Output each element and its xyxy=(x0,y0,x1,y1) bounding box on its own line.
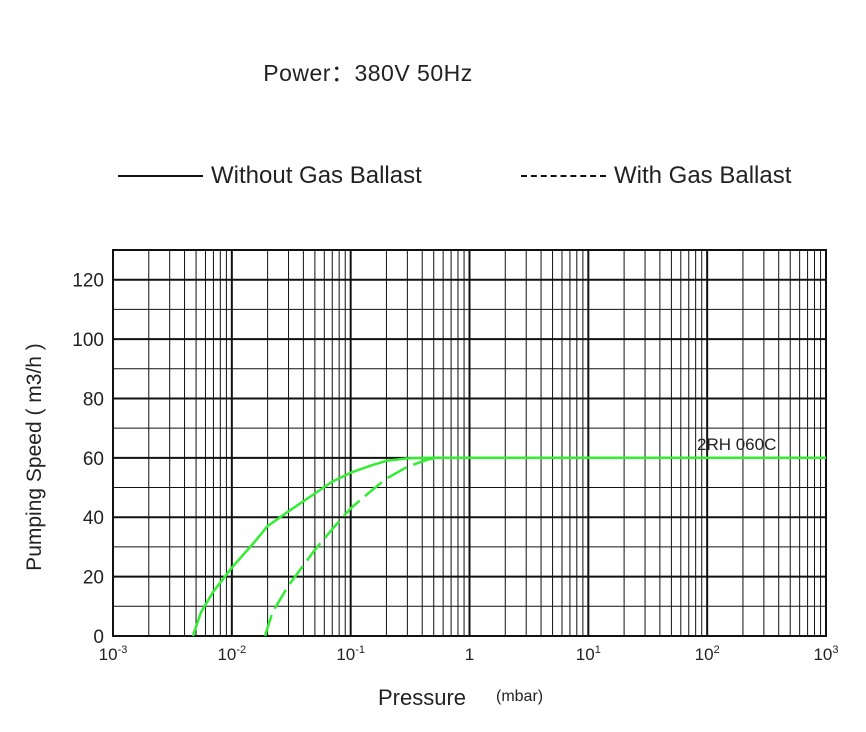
x-tick-label: 10-2 xyxy=(217,644,246,664)
chart-tick-labels: 0 20 40 60 80 100 120 10-3 10-2 10-1 1 101 102 103 xyxy=(72,271,838,664)
x-tick-label: 10-1 xyxy=(336,644,365,664)
y-tick-label: 40 xyxy=(83,508,104,529)
legend-solid-line-swatch xyxy=(118,175,203,177)
series-line-with-gas-ballast xyxy=(263,456,826,637)
model-annotation: 2RH 060C xyxy=(697,435,776,454)
legend-label-without-gas-ballast: Without Gas Ballast xyxy=(211,162,422,189)
x-tick-label: 1 xyxy=(465,645,474,664)
x-axis-unit: (mbar) xyxy=(496,688,543,705)
x-tick-label: 103 xyxy=(813,644,838,664)
chart-title: Power：380V 50Hz xyxy=(263,60,473,86)
y-tick-label: 20 xyxy=(83,568,104,589)
x-tick-label: 10-3 xyxy=(99,644,128,664)
chart-curves xyxy=(191,456,826,637)
x-tick-label: 102 xyxy=(695,644,720,664)
y-tick-label: 80 xyxy=(83,389,104,410)
legend-dashed-line-swatch xyxy=(521,175,606,177)
y-tick-label: 0 xyxy=(93,627,104,648)
y-axis-title: Pumping Speed ( m3/h ) xyxy=(23,343,46,571)
y-tick-label: 100 xyxy=(72,330,104,351)
x-axis-title: Pressure xyxy=(378,685,466,710)
plot-frame xyxy=(112,249,827,637)
x-axis-label: Pressure (mbar) xyxy=(378,685,543,710)
x-tick-label: 101 xyxy=(576,644,601,664)
legend-label-with-gas-ballast: With Gas Ballast xyxy=(614,162,792,189)
y-tick-label: 120 xyxy=(72,271,104,292)
y-tick-label: 60 xyxy=(83,449,104,470)
legend-item-without-gas-ballast: Without Gas Ballast xyxy=(118,162,422,190)
legend-item-with-gas-ballast: With Gas Ballast xyxy=(521,162,791,190)
